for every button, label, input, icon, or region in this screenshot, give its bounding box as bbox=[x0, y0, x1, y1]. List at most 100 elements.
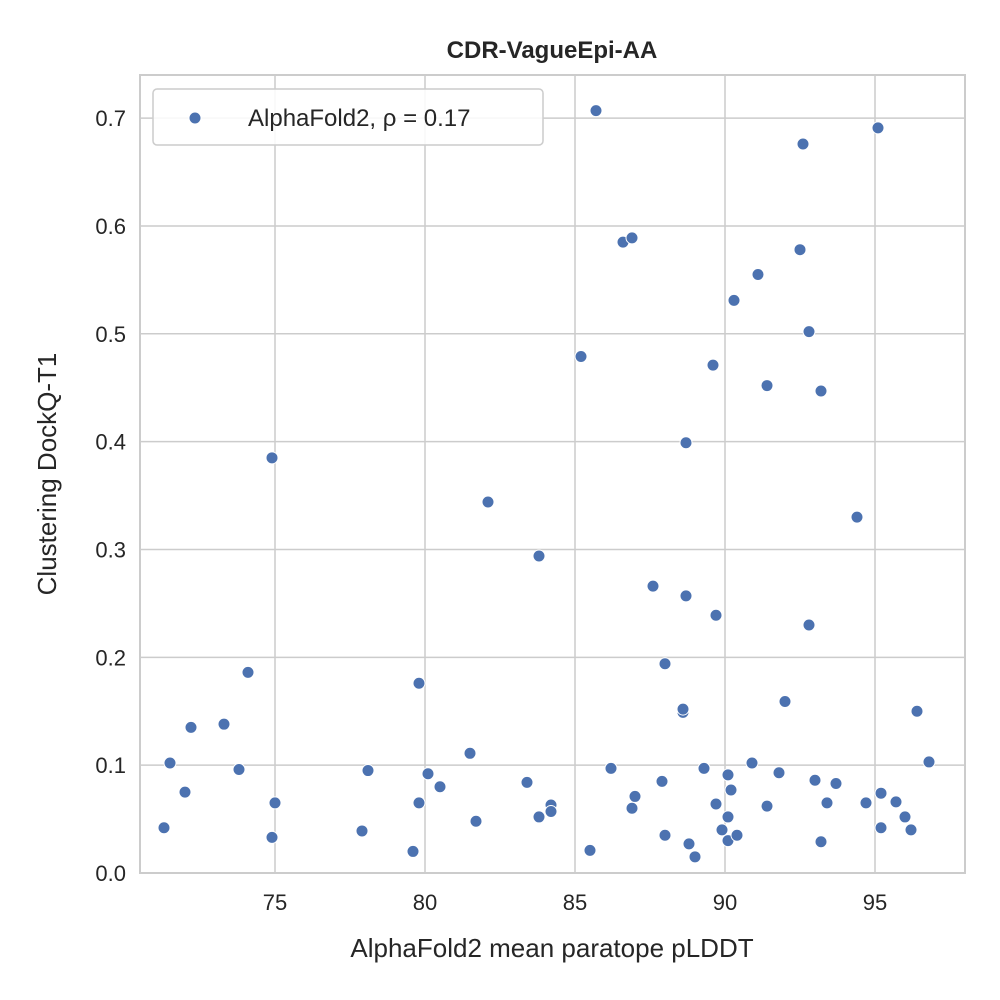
data-point bbox=[625, 231, 639, 245]
data-point bbox=[814, 384, 828, 398]
data-point bbox=[265, 451, 279, 465]
data-point bbox=[178, 785, 192, 799]
y-tick-label: 0.5 bbox=[95, 322, 126, 347]
legend-box bbox=[152, 88, 544, 146]
data-point bbox=[676, 702, 690, 716]
y-tick-label: 0.7 bbox=[95, 106, 126, 131]
data-point bbox=[406, 844, 420, 858]
data-point bbox=[589, 104, 603, 118]
data-point bbox=[412, 796, 426, 810]
data-point bbox=[730, 828, 744, 842]
tick-labels: 75 80 85 90 95 0.0 0.1 0.2 0.3 0.4 0.5 0.6 0.7 bbox=[95, 106, 887, 915]
data-point bbox=[265, 830, 279, 844]
data-point bbox=[850, 510, 864, 524]
data-point bbox=[760, 379, 774, 393]
data-point bbox=[772, 766, 786, 780]
y-tick-label: 0.6 bbox=[95, 214, 126, 239]
data-point bbox=[574, 349, 588, 363]
data-point bbox=[760, 799, 774, 813]
x-tick-label: 85 bbox=[563, 890, 587, 915]
y-tick-label: 0.4 bbox=[95, 430, 126, 455]
data-point bbox=[625, 801, 639, 815]
data-point bbox=[904, 823, 918, 837]
data-point bbox=[628, 789, 642, 803]
data-point bbox=[268, 796, 282, 810]
data-point bbox=[802, 618, 816, 632]
legend: AlphaFold2, ρ = 0.17 bbox=[152, 88, 544, 146]
data-point bbox=[421, 767, 435, 781]
data-point bbox=[745, 756, 759, 770]
data-point bbox=[793, 243, 807, 257]
data-point bbox=[433, 780, 447, 794]
data-point bbox=[583, 843, 597, 857]
data-point bbox=[910, 704, 924, 718]
data-point bbox=[709, 608, 723, 622]
data-point bbox=[520, 775, 534, 789]
data-point bbox=[532, 549, 546, 563]
data-point bbox=[655, 774, 669, 788]
data-point bbox=[679, 589, 693, 603]
data-point bbox=[232, 762, 246, 776]
data-point bbox=[604, 761, 618, 775]
data-point bbox=[706, 358, 720, 372]
data-point bbox=[163, 756, 177, 770]
data-point bbox=[820, 796, 834, 810]
data-point bbox=[874, 821, 888, 835]
x-axis-title: AlphaFold2 mean paratope pLDDT bbox=[350, 933, 753, 963]
data-point bbox=[829, 776, 843, 790]
data-point bbox=[184, 720, 198, 734]
legend-marker bbox=[188, 111, 202, 125]
data-point bbox=[751, 268, 765, 281]
data-point bbox=[874, 786, 888, 800]
data-point bbox=[157, 821, 171, 835]
plot-frame bbox=[139, 74, 966, 874]
data-point bbox=[859, 796, 873, 810]
x-tick-label: 90 bbox=[713, 890, 737, 915]
data-point bbox=[697, 761, 711, 775]
data-point bbox=[871, 121, 885, 135]
data-point bbox=[814, 835, 828, 849]
data-point bbox=[532, 810, 546, 824]
data-point bbox=[721, 768, 735, 782]
data-point bbox=[715, 823, 729, 837]
data-point bbox=[727, 293, 741, 307]
legend-label: AlphaFold2, ρ = 0.17 bbox=[248, 105, 470, 132]
data-point bbox=[679, 436, 693, 450]
data-point bbox=[241, 665, 255, 679]
data-point bbox=[796, 137, 810, 151]
data-point bbox=[721, 810, 735, 824]
data-point bbox=[412, 676, 426, 690]
x-tick-label: 80 bbox=[413, 890, 437, 915]
data-points bbox=[157, 104, 936, 864]
y-tick-label: 0.0 bbox=[95, 861, 126, 886]
data-point bbox=[646, 579, 660, 593]
data-point bbox=[469, 814, 483, 828]
data-point bbox=[361, 764, 375, 778]
data-point bbox=[217, 717, 231, 731]
data-point bbox=[688, 850, 702, 864]
y-axis-title: Clustering DockQ-T1 bbox=[32, 353, 62, 596]
data-point bbox=[922, 755, 936, 769]
data-point bbox=[682, 837, 696, 851]
data-point bbox=[544, 805, 558, 819]
data-point bbox=[355, 824, 369, 838]
data-point bbox=[709, 797, 723, 811]
data-point bbox=[808, 773, 822, 787]
data-point bbox=[802, 325, 816, 339]
data-point bbox=[778, 695, 792, 709]
data-point bbox=[463, 746, 477, 760]
data-point bbox=[898, 810, 912, 824]
y-tick-label: 0.2 bbox=[95, 645, 126, 670]
data-point bbox=[658, 657, 672, 671]
chart-title: CDR-VagueEpi-AA bbox=[447, 37, 658, 64]
x-tick-label: 75 bbox=[263, 890, 287, 915]
data-point bbox=[724, 783, 738, 797]
data-point bbox=[658, 828, 672, 842]
data-point bbox=[481, 495, 495, 509]
x-tick-label: 95 bbox=[863, 890, 887, 915]
data-point bbox=[889, 795, 903, 809]
y-tick-label: 0.3 bbox=[95, 537, 126, 562]
y-tick-label: 0.1 bbox=[95, 753, 126, 778]
